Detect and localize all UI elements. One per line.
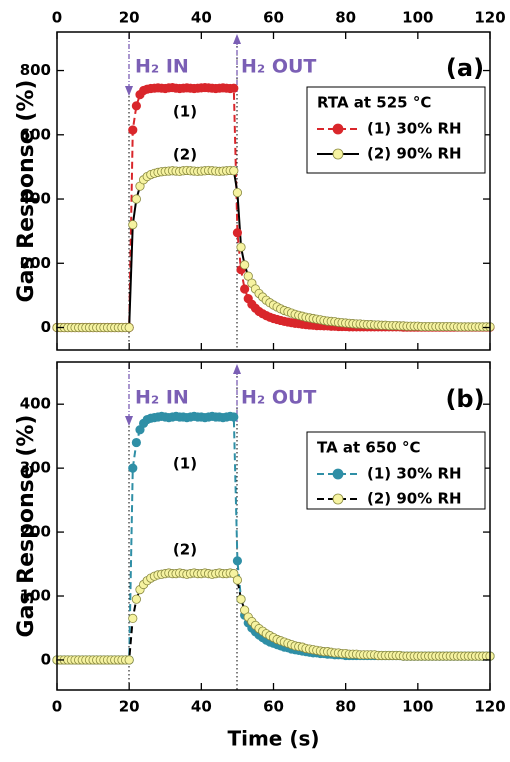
x-tick-label: 120 bbox=[474, 698, 505, 716]
data-point bbox=[128, 125, 138, 135]
data-point bbox=[131, 194, 141, 204]
x-tick-label: 20 bbox=[119, 698, 140, 716]
data-point bbox=[232, 228, 243, 238]
x-tick-label: 60 bbox=[263, 698, 284, 716]
data-point bbox=[124, 655, 134, 665]
y-tick-label: 300 bbox=[20, 459, 51, 477]
legend-label: (2) 90% RH bbox=[367, 490, 462, 508]
data-point bbox=[229, 166, 239, 176]
x-tick-label: 40 bbox=[191, 698, 212, 716]
x-tick-label: 40 bbox=[191, 9, 212, 27]
legend-marker bbox=[332, 493, 344, 505]
x-tick-label: 100 bbox=[402, 9, 433, 27]
data-point bbox=[131, 101, 141, 111]
annotation: H₂ IN bbox=[135, 387, 189, 409]
y-tick-label: 400 bbox=[20, 190, 51, 208]
data-point bbox=[232, 188, 243, 198]
data-point bbox=[229, 83, 239, 93]
y-axis-label: Gas Response (%) bbox=[14, 415, 39, 638]
y-tick-label: 100 bbox=[20, 587, 51, 605]
legend-label: (1) 30% RH bbox=[367, 120, 462, 138]
x-tick-label: 120 bbox=[474, 9, 505, 27]
data-point bbox=[128, 613, 138, 623]
y-tick-label: 0 bbox=[41, 318, 51, 336]
arrow-head bbox=[233, 364, 241, 374]
x-tick-label: 0 bbox=[52, 698, 62, 716]
legend-title: TA at 650 °C bbox=[317, 439, 420, 457]
annotation: (1) bbox=[173, 455, 197, 473]
legend-title: RTA at 525 °C bbox=[317, 94, 431, 112]
legend-label: (2) 90% RH bbox=[367, 145, 462, 163]
legend-marker bbox=[332, 148, 344, 160]
legend-marker bbox=[332, 468, 344, 480]
y-tick-label: 600 bbox=[20, 125, 51, 143]
data-point bbox=[240, 284, 250, 294]
data-point bbox=[236, 242, 246, 252]
arrow-head bbox=[125, 416, 133, 426]
data-point bbox=[128, 220, 138, 230]
annotation: (2) bbox=[173, 146, 197, 164]
y-tick-label: 800 bbox=[20, 61, 51, 79]
data-point bbox=[240, 260, 250, 270]
data-point bbox=[236, 594, 246, 604]
data-point bbox=[131, 594, 141, 604]
annotation: H₂ OUT bbox=[241, 387, 316, 409]
data-point bbox=[232, 556, 243, 566]
data-point bbox=[131, 437, 141, 448]
annotation: H₂ OUT bbox=[241, 56, 316, 78]
x-tick-label: 20 bbox=[119, 9, 140, 27]
x-tick-label: 80 bbox=[335, 9, 356, 27]
data-point bbox=[232, 575, 243, 585]
x-tick-label: 80 bbox=[335, 698, 356, 716]
legend-label: (1) 30% RH bbox=[367, 465, 462, 483]
panel-label: (b) bbox=[445, 385, 484, 413]
data-point bbox=[128, 463, 138, 473]
y-axis-label: Gas Response (%) bbox=[14, 80, 39, 303]
annotation: H₂ IN bbox=[135, 56, 189, 78]
x-axis-label: Time (s) bbox=[227, 727, 319, 751]
data-point bbox=[243, 271, 253, 281]
arrow-head bbox=[125, 86, 133, 96]
y-tick-label: 400 bbox=[20, 395, 51, 413]
y-tick-label: 0 bbox=[41, 650, 51, 668]
annotation: (2) bbox=[173, 541, 197, 559]
x-tick-label: 60 bbox=[263, 9, 284, 27]
data-point bbox=[124, 322, 134, 333]
arrow-head bbox=[233, 34, 241, 44]
annotation: (1) bbox=[173, 103, 197, 121]
legend-marker bbox=[332, 123, 344, 135]
y-tick-label: 200 bbox=[20, 523, 51, 541]
panel-label: (a) bbox=[446, 54, 484, 82]
y-tick-label: 200 bbox=[20, 254, 51, 272]
x-tick-label: 100 bbox=[402, 698, 433, 716]
data-point bbox=[229, 412, 239, 422]
x-tick-label: 0 bbox=[52, 9, 62, 27]
